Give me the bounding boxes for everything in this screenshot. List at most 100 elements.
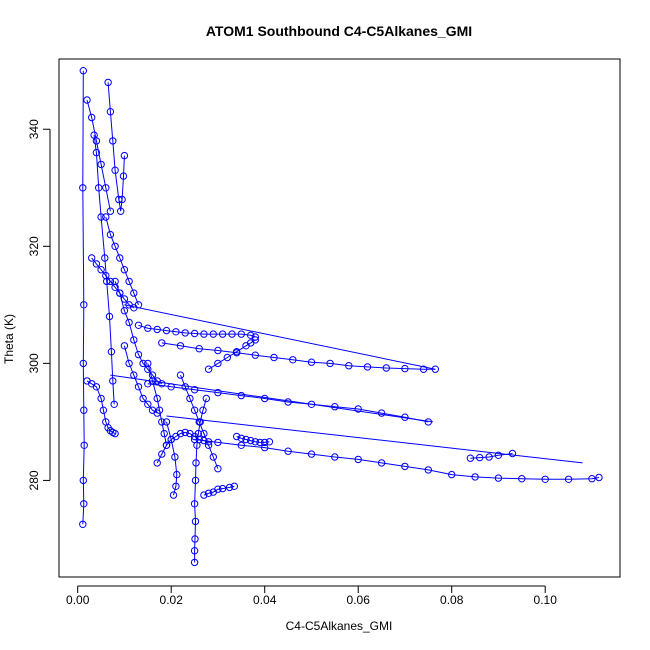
series-line xyxy=(114,281,163,385)
data-point xyxy=(200,429,208,438)
data-point xyxy=(92,260,101,268)
data-point xyxy=(237,391,246,400)
data-point xyxy=(79,476,88,485)
data-point xyxy=(116,254,124,262)
data-point xyxy=(190,558,199,567)
data-point xyxy=(97,394,105,403)
data-point xyxy=(214,438,222,447)
series-line xyxy=(166,415,583,464)
data-point xyxy=(214,465,222,473)
data-point xyxy=(195,418,203,426)
data-point xyxy=(214,388,222,397)
data-point xyxy=(92,148,101,157)
series-line xyxy=(86,380,116,435)
data-point xyxy=(251,438,260,446)
data-point xyxy=(230,482,239,490)
data-point xyxy=(106,108,115,116)
data-point xyxy=(171,453,179,461)
data-point xyxy=(144,324,152,332)
data-point xyxy=(431,365,439,373)
data-point xyxy=(494,474,503,482)
data-point xyxy=(97,160,105,169)
data-point xyxy=(107,348,116,356)
data-point xyxy=(191,535,199,543)
series-line xyxy=(107,82,125,212)
series-21 xyxy=(102,213,143,309)
data-point xyxy=(190,547,199,555)
series-17 xyxy=(466,449,517,462)
plot-area xyxy=(79,67,603,567)
data-point xyxy=(95,184,103,192)
data-point xyxy=(200,330,208,338)
data-point xyxy=(190,386,199,394)
data-point xyxy=(92,137,101,145)
series-6 xyxy=(200,482,239,499)
data-point xyxy=(307,450,316,458)
series-line xyxy=(208,339,256,370)
data-point xyxy=(588,475,596,483)
data-point xyxy=(518,475,526,483)
data-point xyxy=(106,207,115,215)
data-point xyxy=(564,475,573,483)
data-point xyxy=(233,349,241,357)
series-9 xyxy=(134,321,260,341)
data-point xyxy=(326,359,334,368)
data-point xyxy=(120,266,129,274)
data-point xyxy=(377,409,386,417)
data-point xyxy=(160,429,168,438)
y-tick-label: 340 xyxy=(27,119,41,139)
data-point xyxy=(448,470,456,479)
data-point xyxy=(354,405,362,413)
data-point xyxy=(79,520,87,528)
data-point xyxy=(158,450,166,458)
data-point xyxy=(176,342,185,350)
data-point xyxy=(181,428,189,437)
x-tick-label: 0.06 xyxy=(347,593,371,607)
plot-frame xyxy=(58,58,621,578)
data-point xyxy=(148,377,157,385)
data-point xyxy=(377,459,386,467)
series-line xyxy=(194,439,600,480)
x-tick-label: 0.08 xyxy=(440,593,464,607)
data-point xyxy=(214,359,222,368)
data-point xyxy=(176,371,185,379)
series-line xyxy=(110,374,434,423)
series-7 xyxy=(153,428,213,467)
data-point xyxy=(237,434,246,442)
data-point xyxy=(202,394,211,403)
series-line xyxy=(105,216,139,305)
data-point xyxy=(172,482,180,490)
series-line xyxy=(180,374,219,469)
data-point xyxy=(144,359,152,368)
data-point xyxy=(80,441,88,449)
data-point xyxy=(289,356,297,364)
data-point xyxy=(223,353,232,362)
data-point xyxy=(116,289,124,297)
data-point xyxy=(110,400,118,408)
data-point xyxy=(83,96,91,104)
data-point xyxy=(247,436,255,445)
data-point xyxy=(118,195,126,204)
data-point xyxy=(228,330,236,338)
data-point xyxy=(97,266,105,274)
series-19 xyxy=(111,277,166,388)
series-line xyxy=(93,135,115,405)
data-point xyxy=(225,483,234,492)
data-point xyxy=(494,451,503,459)
data-point xyxy=(270,353,278,362)
x-tick-label: 0.10 xyxy=(534,593,558,607)
data-point xyxy=(79,67,88,75)
series-line xyxy=(123,345,158,414)
data-point xyxy=(102,213,110,221)
data-point xyxy=(155,406,164,414)
x-tick-label: 0.04 xyxy=(253,593,277,607)
series-line xyxy=(124,304,436,370)
data-point xyxy=(419,365,428,373)
series-line xyxy=(138,324,256,338)
series-22 xyxy=(83,96,115,215)
series-line xyxy=(203,485,235,496)
data-point xyxy=(256,438,264,447)
data-point xyxy=(541,475,549,483)
data-point xyxy=(125,318,133,327)
